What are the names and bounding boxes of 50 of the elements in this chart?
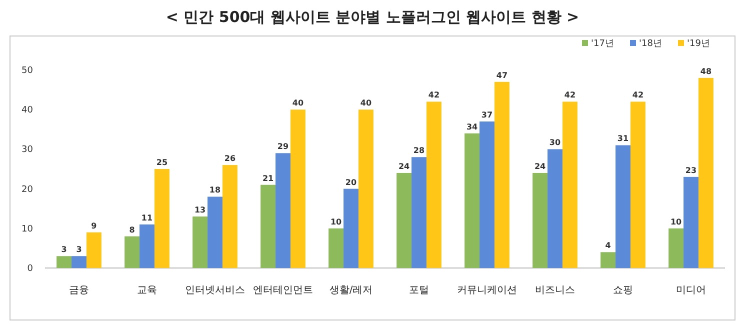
data-label: 42 [564,90,576,100]
data-label: 10 [670,217,682,226]
data-label: 18 [209,186,221,195]
data-label: 48 [700,66,712,76]
data-label: 42 [632,90,644,100]
x-tick-label: 엔터테인먼트 [253,285,313,296]
data-label: 3 [61,245,67,254]
data-label: 28 [413,146,425,156]
data-label: 40 [292,98,304,108]
y-tick-label: 20 [22,184,34,195]
x-tick-label: 생활/레저 [329,285,373,296]
data-label: 25 [156,158,168,167]
title: < 민간 500대 웹사이트 분야별 노플러그인 웹사이트 현황 > [166,8,580,26]
y-tick-label: 0 [27,264,34,274]
x-tick-label: 인터넷서비스 [185,285,245,296]
data-label: 24 [398,162,410,171]
x-tick-label: 비즈니스 [535,285,575,296]
x-tick-label: 쇼핑 [613,285,633,296]
data-label: 30 [549,138,561,148]
data-label: 10 [330,217,342,226]
y-tick-label: 10 [22,224,34,234]
data-label: 24 [534,162,546,171]
x-tick-label: 포털 [409,285,429,296]
data-label: 3 [76,245,82,254]
data-label: 47 [496,70,508,80]
data-label: 4 [605,241,612,250]
data-label: 8 [129,225,136,234]
x-tick-label: 교육 [137,285,157,296]
data-label: 21 [262,174,274,183]
legend-label: '17년 [591,39,614,49]
data-label: 20 [345,178,357,187]
y-tick-label: 40 [22,106,34,116]
data-label: 42 [428,90,440,100]
data-label: 34 [466,122,478,132]
data-label: 23 [685,166,697,175]
y-tick-label: 50 [22,66,34,76]
legend-label: '18년 [639,39,662,49]
data-label: 37 [481,110,493,120]
data-label: 26 [224,154,236,164]
data-label: 29 [277,142,289,152]
x-tick-label: 금융 [69,285,89,296]
x-tick-label: 커뮤니케이션 [457,285,517,296]
data-label: 31 [617,134,629,144]
data-label: 9 [91,221,98,230]
data-label: 13 [194,206,206,215]
data-label: 11 [141,213,153,222]
y-tick-label: 30 [22,145,34,156]
x-tick-label: 미디어 [676,285,706,296]
legend-label: '19년 [687,39,710,49]
data-label: 40 [360,98,372,108]
